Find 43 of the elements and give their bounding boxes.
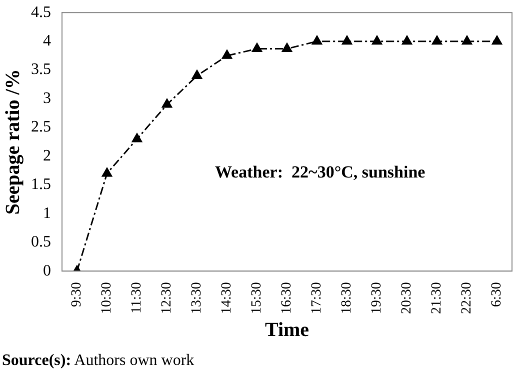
y-tick-label: 1: [43, 204, 51, 222]
point: [402, 36, 412, 45]
x-tick-label: 11:30: [130, 282, 145, 314]
annotation: Weather: 22~30°C, sunshine: [215, 162, 426, 182]
x-tick-label: 14:30: [220, 282, 235, 314]
source-note: Source(s): Authors own work: [2, 352, 194, 370]
point: [192, 70, 202, 80]
y-tick-label: 3: [43, 90, 51, 107]
y-tick-label: 2.5: [31, 118, 51, 136]
point: [492, 36, 502, 45]
point: [132, 133, 142, 142]
y-axis-title: Seepage ratio /%: [2, 69, 24, 215]
point: [282, 43, 292, 52]
x-tick-label: 18:30: [340, 282, 355, 314]
point: [372, 36, 382, 45]
x-tick-label: 21:30: [430, 282, 445, 314]
x-tick-label: 10:30: [100, 282, 115, 314]
x-tick-label: 6:30: [490, 282, 505, 307]
point: [312, 36, 322, 45]
point: [432, 36, 442, 45]
y-tick-label: 4.5: [31, 4, 51, 21]
y-tick-label: 4: [43, 32, 51, 50]
x-tick-label: 12:30: [160, 282, 175, 314]
x-tick-label: 17:30: [310, 282, 325, 314]
x-axis-title: Time: [264, 319, 310, 342]
point: [102, 168, 112, 177]
point: [462, 36, 472, 45]
x-tick-label: 22:30: [460, 282, 475, 314]
y-tick-label: 3.5: [31, 61, 51, 78]
x-tick-label: 13:30: [190, 282, 205, 314]
y-tick-label: 2: [43, 147, 51, 164]
x-tick-label: 16:30: [280, 282, 295, 314]
x-tick-label: 20:30: [400, 282, 415, 314]
x-tick-label: 19:30: [370, 282, 385, 314]
y-tick-label: 0.5: [31, 234, 51, 251]
y-tick-label: 0: [43, 262, 51, 280]
point: [222, 50, 232, 59]
point: [342, 36, 352, 45]
point: [252, 43, 262, 52]
y-tick-label: 1.5: [31, 176, 51, 194]
x-tick-label: 15:30: [250, 282, 265, 314]
point: [162, 98, 172, 108]
x-tick-label: 9:30: [70, 282, 85, 307]
